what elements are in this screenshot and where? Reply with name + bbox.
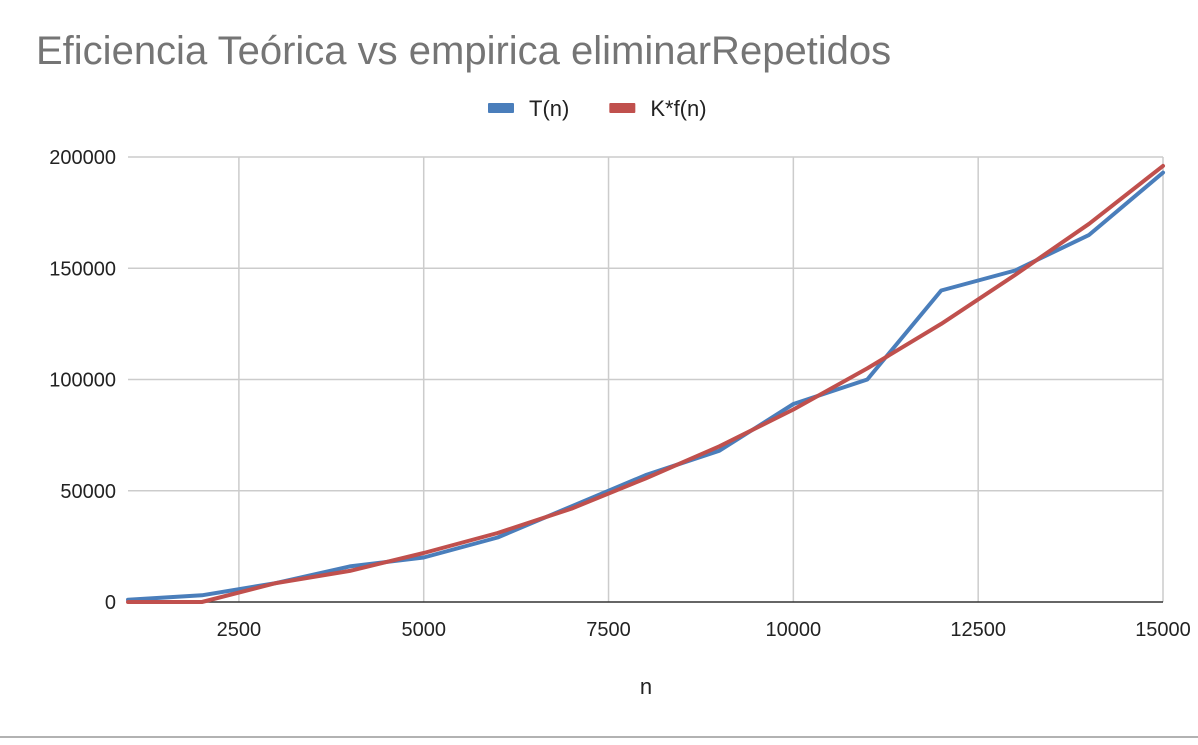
x-tick-label: 7500 [586, 619, 631, 641]
legend-label-2: K*f(n) [650, 96, 706, 121]
y-tick-label: 200000 [49, 147, 116, 169]
x-axis-title: n [640, 674, 652, 699]
x-tick-label: 10000 [766, 619, 822, 641]
series-layer [126, 163, 1165, 604]
y-tick-label: 150000 [49, 258, 116, 280]
y-tick-label: 0 [105, 592, 116, 614]
chart-title: Eficiencia Teórica vs empirica eliminarR… [36, 29, 891, 73]
x-tick-label: 15000 [1135, 619, 1191, 641]
legend-swatch-1 [488, 103, 514, 113]
x-tick-label: 5000 [401, 619, 446, 641]
x-tick-label: 12500 [950, 619, 1006, 641]
x-axis-tick-labels: 2500 5000 7500 10000 12500 15000 [217, 619, 1191, 641]
x-tick-label: 2500 [217, 619, 262, 641]
y-gridlines [128, 156, 1163, 492]
y-axis-tick-labels: 0 50000 100000 150000 200000 [49, 147, 116, 614]
legend-swatch-2 [609, 103, 636, 113]
series-line-1 [126, 170, 1165, 602]
legend: T(n) K*f(n) [488, 96, 707, 121]
y-tick-label: 50000 [60, 481, 116, 503]
y-tick-label: 100000 [49, 370, 116, 392]
series-line-2 [126, 163, 1165, 604]
legend-label-1: T(n) [529, 96, 569, 121]
